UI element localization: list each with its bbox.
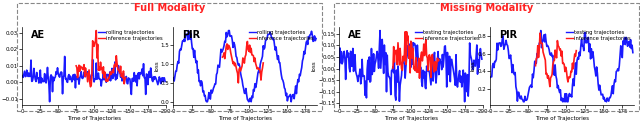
Text: Missing Modality: Missing Modality bbox=[440, 3, 533, 13]
Text: Full Modality: Full Modality bbox=[134, 3, 205, 13]
Text: AE: AE bbox=[31, 30, 45, 40]
Text: AE: AE bbox=[348, 30, 362, 40]
Y-axis label: loss: loss bbox=[312, 61, 317, 71]
X-axis label: Time of Trajectories: Time of Trajectories bbox=[218, 116, 272, 121]
Legend: testing trajectories, inference trajectories: testing trajectories, inference trajecto… bbox=[566, 30, 631, 41]
Legend: rolling trajectories, inference trajectories: rolling trajectories, inference trajecto… bbox=[98, 30, 163, 41]
X-axis label: Time of Trajectories: Time of Trajectories bbox=[535, 116, 589, 121]
Legend: testing trajectories, inference trajectories: testing trajectories, inference trajecto… bbox=[415, 30, 480, 41]
Text: PIR: PIR bbox=[182, 30, 200, 40]
Y-axis label: loss: loss bbox=[471, 61, 476, 71]
Legend: rolling trajectories, inference trajectories: rolling trajectories, inference trajecto… bbox=[249, 30, 314, 41]
X-axis label: Time of Trajectories: Time of Trajectories bbox=[67, 116, 121, 121]
Text: PIR: PIR bbox=[499, 30, 517, 40]
X-axis label: Time of Trajectories: Time of Trajectories bbox=[384, 116, 438, 121]
Y-axis label: loss: loss bbox=[154, 61, 159, 71]
